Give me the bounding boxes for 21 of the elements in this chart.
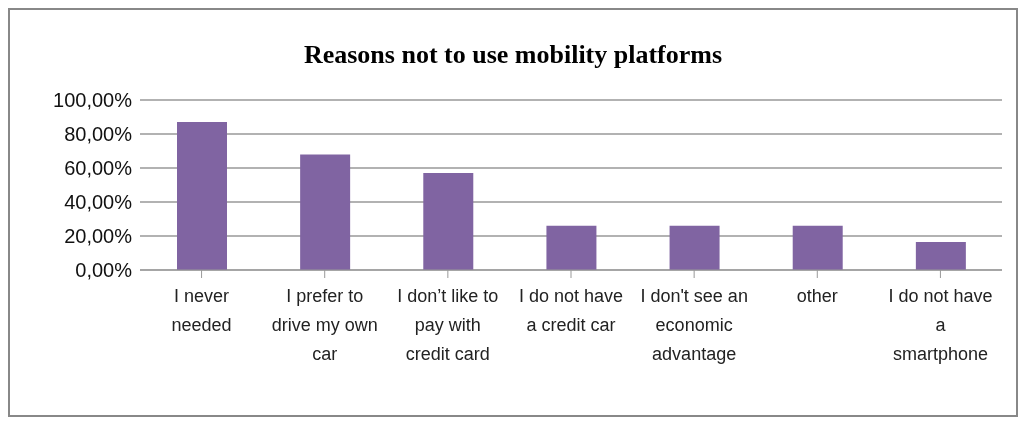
x-tick-label: I do not have a smartphone (888, 286, 993, 364)
y-tick-label: 20,00% (64, 225, 133, 248)
y-tick-label: 100,00% (53, 89, 133, 112)
bar (177, 122, 227, 270)
bar (423, 173, 474, 270)
x-tick-label: I don’t like to pay with credit card (397, 286, 499, 364)
bar (546, 225, 597, 270)
y-tick-label: 0,00% (75, 259, 133, 282)
bar (792, 225, 843, 270)
bar (300, 154, 351, 270)
x-tick-label: I never needed (171, 286, 232, 335)
bar (669, 225, 720, 270)
y-tick-label: 40,00% (64, 191, 133, 214)
x-tick-label: I do not have a credit car (518, 286, 624, 335)
y-tick-label: 80,00% (64, 123, 133, 146)
bar (915, 241, 966, 270)
chart-title: Reasons not to use mobility platforms (302, 40, 724, 71)
x-tick-label: I prefer to drive my own car (271, 286, 378, 364)
y-tick-label: 60,00% (64, 157, 133, 180)
x-tick-label: I don't see an economic advantage (640, 286, 748, 364)
x-tick-label: other (796, 286, 838, 306)
